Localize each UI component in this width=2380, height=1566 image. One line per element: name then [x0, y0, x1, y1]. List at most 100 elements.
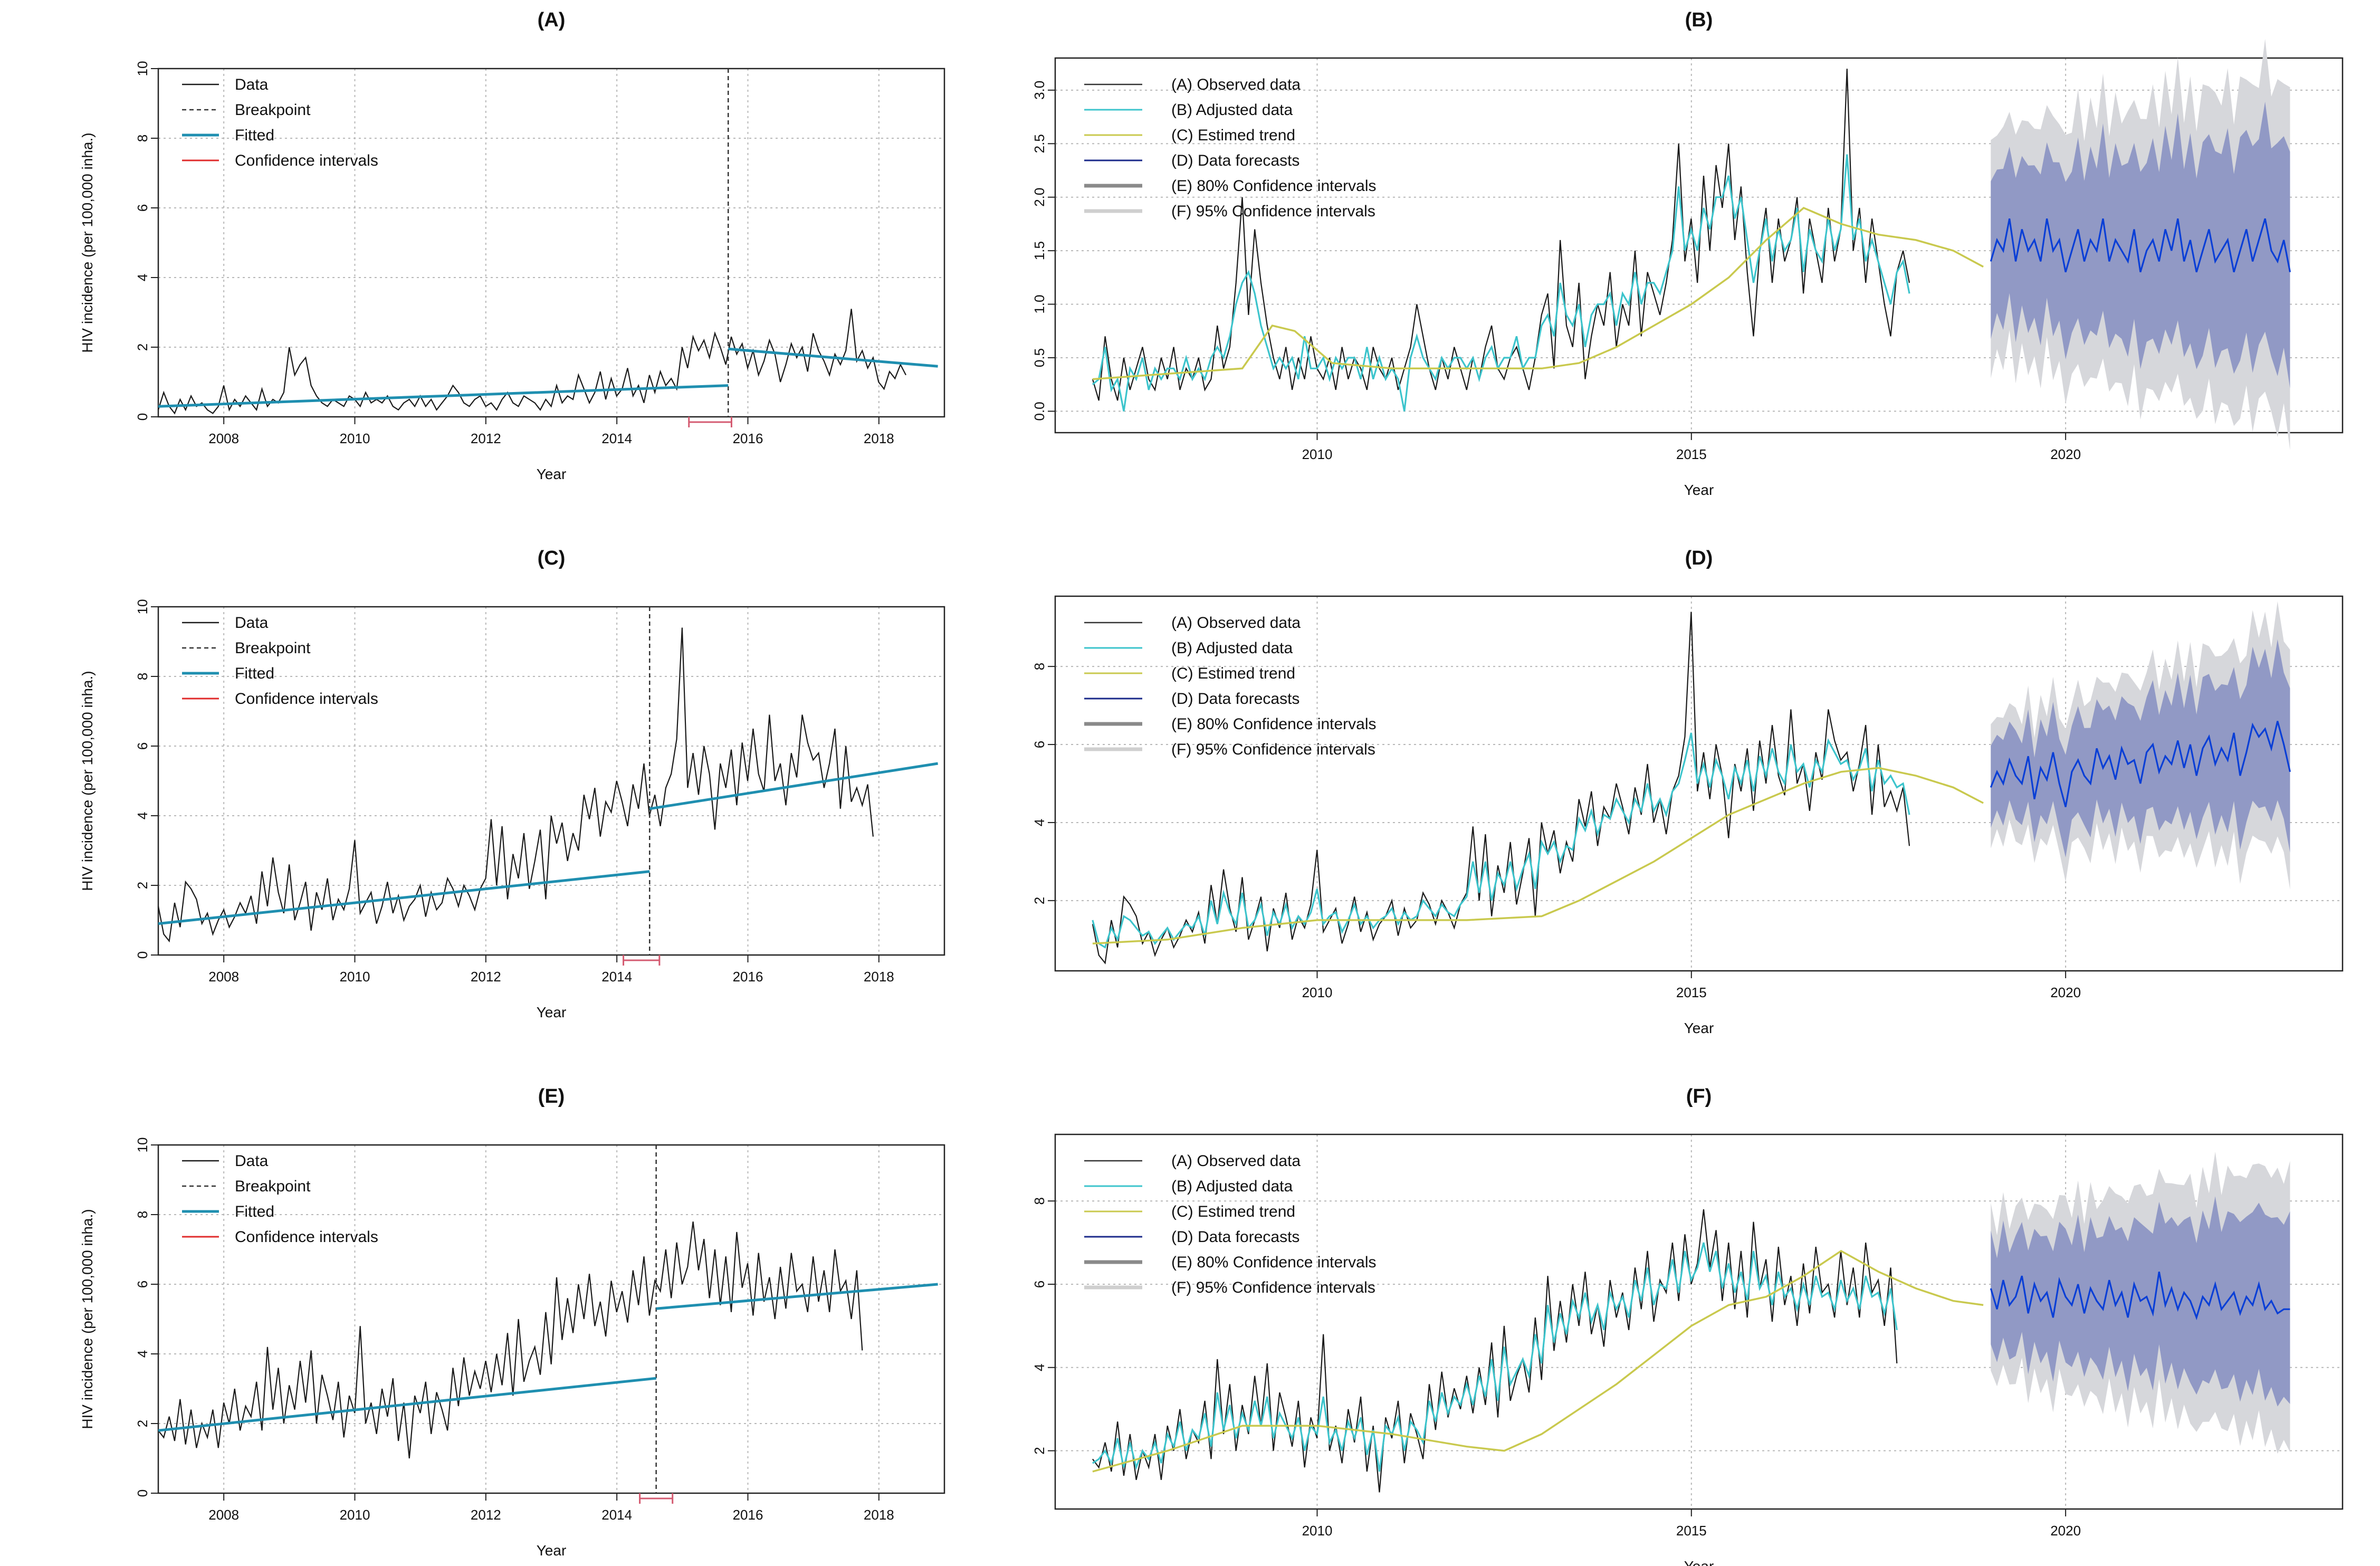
- panel-b-legend-label: (A) Observed data: [1171, 76, 1301, 93]
- panel-c-ytick-label: 10: [135, 599, 150, 615]
- panel-d-title: (D): [1685, 547, 1713, 569]
- panel-c-data-line: [157, 627, 874, 943]
- panel-c-xtick-label: 2008: [208, 969, 239, 985]
- panel-a-ytick-label: 8: [135, 135, 150, 142]
- panel-c-legend-label: Fitted: [235, 665, 274, 682]
- panel-a-legend-label: Breakpoint: [235, 101, 311, 119]
- panel-e-xtick-label: 2016: [733, 1507, 763, 1523]
- panel-b-ytick-label: 1.0: [1031, 294, 1047, 313]
- panel-a-xlabel: Year: [537, 466, 567, 482]
- panel-c-ytick-label: 0: [135, 951, 150, 959]
- panel-f-ytick-label: 6: [1031, 1281, 1047, 1288]
- panel-a-ytick-label: 0: [135, 413, 150, 421]
- panel-b-observed-line: [1092, 69, 1910, 401]
- panel-a-xtick-label: 2018: [864, 431, 894, 446]
- panel-f-legend-label: (C) Estimed trend: [1171, 1203, 1295, 1220]
- panel-e-xtick-label: 2018: [864, 1507, 894, 1523]
- panel-a-xtick-label: 2010: [340, 431, 370, 446]
- panel-d-ytick-label: 2: [1031, 897, 1047, 904]
- panel-e-ytick-label: 10: [135, 1138, 150, 1153]
- panel-c-xtick-label: 2012: [471, 969, 501, 985]
- panel-e-plot-frame: [157, 1144, 945, 1494]
- panel-c-ytick-label: 4: [135, 812, 150, 819]
- panel-a-xtick-label: 2008: [208, 431, 239, 446]
- panel-b-ci80-band: [1991, 101, 2290, 389]
- panel-e-legend-label: Fitted: [235, 1203, 274, 1220]
- panel-b-ytick-label: 1.5: [1031, 241, 1047, 260]
- panel-f-xtick-label: 2020: [2050, 1523, 2081, 1539]
- panel-c-legend-label: Breakpoint: [235, 639, 311, 657]
- panel-f-ytick-label: 4: [1031, 1364, 1047, 1371]
- panel-a-ytick-label: 10: [135, 61, 150, 77]
- panel-e-xtick-label: 2008: [208, 1507, 239, 1523]
- panel-b-ytick-label: 0.5: [1031, 348, 1047, 367]
- panel-e-ylabel: HIV incidence (per 100,000 inha.): [79, 1209, 95, 1429]
- panel-e-ytick-label: 4: [135, 1350, 150, 1358]
- panel-d-legend-label: (D) Data forecasts: [1171, 690, 1299, 708]
- panel-f-title: (F): [1686, 1085, 1712, 1107]
- panel-f-legend-label: (A) Observed data: [1171, 1152, 1301, 1170]
- panel-d-forecast-line: [1990, 721, 2291, 807]
- panel-b-forecast-line: [1990, 218, 2291, 273]
- panel-c-xtick-label: 2018: [864, 969, 894, 985]
- panel-b-legend-label: (E) 80% Confidence intervals: [1171, 177, 1377, 195]
- panel-d-xlabel: Year: [1684, 1020, 1714, 1036]
- panel-e-legend-label: Breakpoint: [235, 1178, 311, 1195]
- panel-b-plot-frame: [1054, 57, 2344, 434]
- panel-c-xtick-label: 2010: [340, 969, 370, 985]
- panel-b-xtick-label: 2015: [1676, 446, 1707, 462]
- panel-f-legend-label: (F) 95% Confidence intervals: [1171, 1279, 1375, 1296]
- panel-a-xtick-label: 2014: [601, 431, 632, 446]
- panel-f-adjusted-line: [1092, 1242, 1898, 1472]
- panel-f-plot-frame: [1054, 1133, 2344, 1510]
- panel-b-xlabel: Year: [1684, 482, 1714, 498]
- panel-d-legend-label: (A) Observed data: [1171, 614, 1301, 632]
- panel-d-adjusted-line: [1092, 732, 1910, 949]
- panel-b-legend-label: (B) Adjusted data: [1171, 101, 1293, 119]
- panel-a-ytick-label: 6: [135, 204, 150, 212]
- panel-d-ytick-label: 8: [1031, 663, 1047, 670]
- panel-a-xtick-label: 2012: [471, 431, 501, 446]
- panel-d-plot-frame: [1054, 595, 2344, 972]
- panel-e-fitted-line-1: [158, 1377, 656, 1432]
- panel-f-ytick-label: 2: [1031, 1447, 1047, 1454]
- panel-f-legend-label: (D) Data forecasts: [1171, 1228, 1299, 1246]
- panel-c-title: (C): [538, 547, 566, 569]
- panel-b-ytick-label: 2.5: [1031, 134, 1047, 153]
- panel-e-legend-label: Data: [235, 1152, 269, 1170]
- panel-e-xtick-label: 2010: [340, 1507, 370, 1523]
- panel-b-xtick-label: 2010: [1302, 446, 1333, 462]
- panel-e-xtick-label: 2014: [601, 1507, 632, 1523]
- panel-a-ylabel: HIV incidence (per 100,000 inha.): [79, 132, 95, 352]
- panel-f-legend-label: (E) 80% Confidence intervals: [1171, 1254, 1377, 1271]
- panel-a-title: (A): [538, 9, 566, 31]
- panel-a-legend-label: Data: [235, 76, 269, 93]
- panel-d-legend-label: (E) 80% Confidence intervals: [1171, 715, 1377, 733]
- panel-b-adjusted-line: [1092, 154, 1910, 412]
- panel-d-ytick-label: 6: [1031, 741, 1047, 748]
- panel-c-xlabel: Year: [537, 1004, 567, 1020]
- panel-f-ytick-label: 8: [1031, 1197, 1047, 1205]
- panel-e-ytick-label: 8: [135, 1211, 150, 1218]
- panel-a-plot-frame: [157, 68, 945, 418]
- panel-d-xtick-label: 2010: [1302, 985, 1333, 1000]
- panel-f-forecast-line: [1990, 1272, 2290, 1321]
- panel-e-title: (E): [538, 1085, 565, 1107]
- panel-d-trend-line: [1092, 767, 1984, 944]
- panel-c-xtick-label: 2014: [601, 969, 632, 985]
- panel-c-legend-label: Confidence intervals: [235, 690, 378, 708]
- panel-d-legend-label: (B) Adjusted data: [1171, 639, 1293, 657]
- panel-e-legend-label: Confidence intervals: [235, 1228, 378, 1246]
- panel-f-xlabel: Year: [1684, 1558, 1714, 1566]
- panel-c-fitted-line-2: [649, 762, 938, 810]
- panel-a-legend-label: Confidence intervals: [235, 152, 378, 169]
- panel-b-xtick-label: 2020: [2050, 446, 2081, 462]
- panel-f-trend-line: [1092, 1249, 1984, 1473]
- panel-a-ytick-label: 2: [135, 343, 150, 351]
- panel-c-legend-label: Data: [235, 614, 269, 632]
- panel-d-legend-label: (F) 95% Confidence intervals: [1171, 741, 1375, 758]
- panel-c-ylabel: HIV incidence (per 100,000 inha.): [79, 671, 95, 891]
- panel-c-ytick-label: 6: [135, 742, 150, 750]
- panel-e-fitted-line-2: [656, 1283, 938, 1310]
- panel-b-legend-label: (C) Estimed trend: [1171, 127, 1295, 144]
